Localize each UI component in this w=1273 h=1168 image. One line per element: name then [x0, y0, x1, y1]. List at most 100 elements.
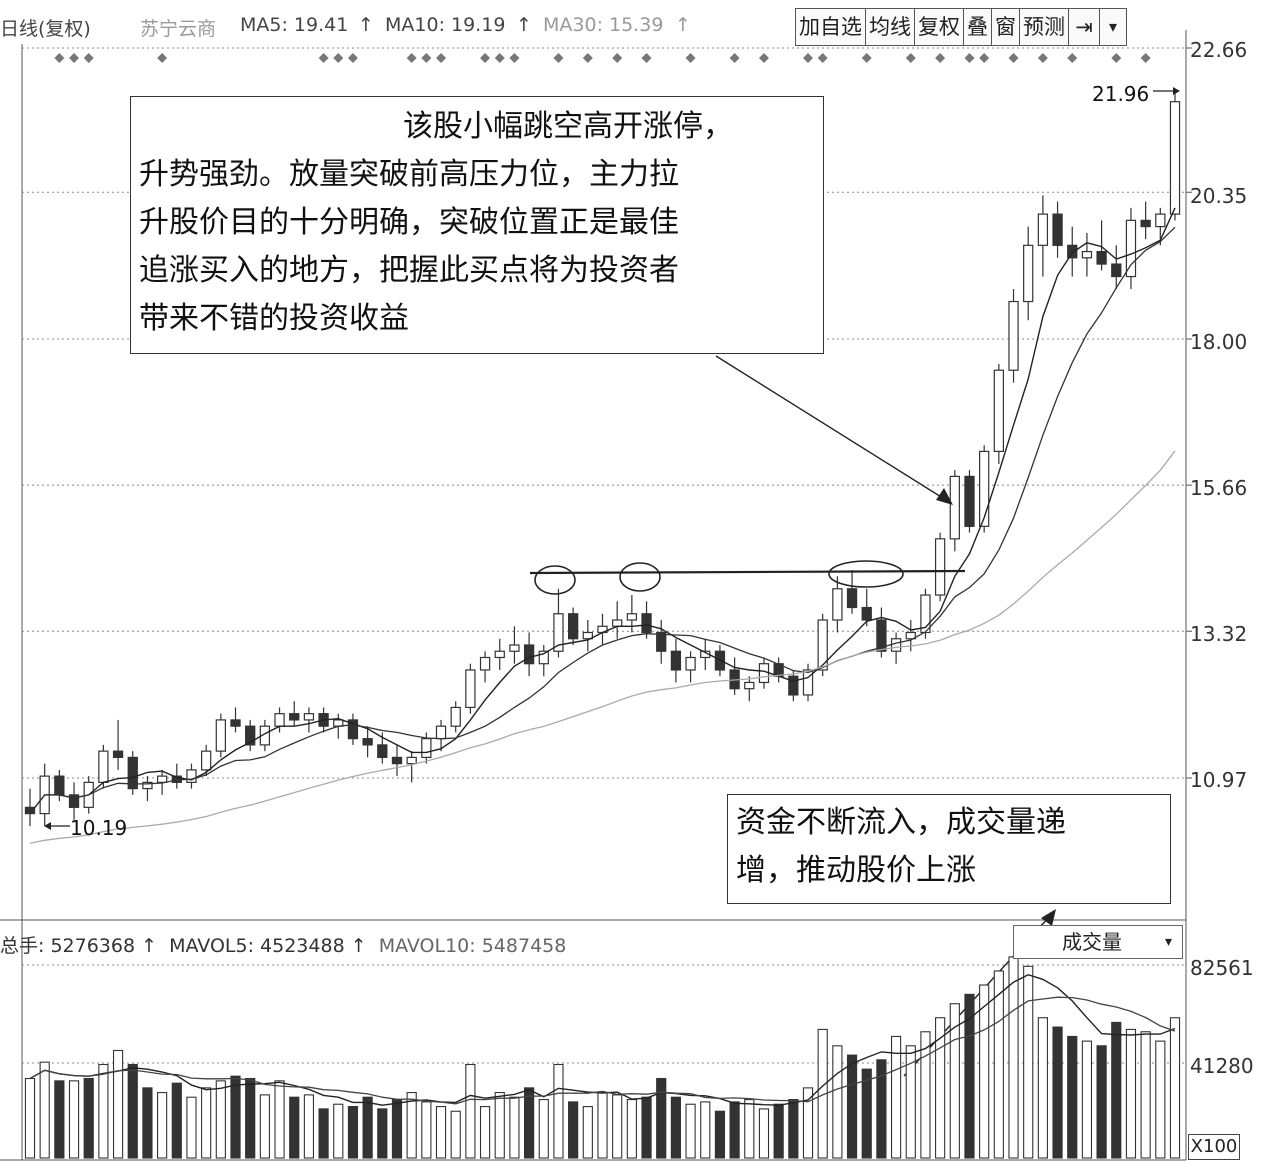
volume-bar	[274, 1080, 285, 1159]
signal-diamond-icon	[612, 53, 623, 63]
candle	[788, 675, 799, 696]
high-marker-ellipse	[828, 560, 904, 588]
signal-diamond-icon	[436, 53, 447, 63]
signal-diamond-icon	[1067, 53, 1078, 63]
volume-bar	[979, 984, 990, 1159]
volume-bar	[846, 1054, 858, 1159]
candle	[1067, 244, 1078, 259]
candle	[567, 613, 579, 640]
volume-bar	[259, 1094, 270, 1159]
candle	[186, 769, 197, 783]
note-line: 带来不错的投资收益	[139, 301, 409, 336]
signal-diamond-icon	[935, 53, 946, 63]
candle	[964, 475, 975, 527]
total-arrow-icon: ↑	[141, 935, 158, 957]
candle	[494, 650, 505, 659]
volume-bar	[1125, 1028, 1137, 1159]
volume-bar	[1052, 1026, 1063, 1159]
volume-bar	[289, 1096, 300, 1159]
volume-bar	[1067, 1035, 1078, 1159]
volume-bar	[626, 1099, 637, 1159]
window-button[interactable]: 窗	[991, 8, 1020, 46]
ma10-line	[29, 226, 1176, 815]
volume-bar	[68, 1080, 80, 1159]
volume-bar	[347, 1106, 359, 1159]
candle	[1140, 219, 1151, 228]
overlay-button[interactable]: 叠	[963, 8, 992, 46]
candle	[979, 450, 990, 527]
candle	[802, 669, 814, 696]
pin-icon[interactable]: ⇥	[1068, 8, 1100, 46]
chevron-down-icon: ▾	[1164, 934, 1172, 950]
volume-bar	[318, 1108, 329, 1159]
candle	[1169, 101, 1181, 215]
volume-bar	[993, 970, 1004, 1159]
volume-bar	[670, 1096, 681, 1159]
volume-bar	[964, 993, 975, 1159]
volume-bar	[157, 1091, 168, 1159]
breakout-annotation: 该股小幅跳空高开涨停， 升势强劲。放量突破前高压力位，主力拉 升股价目的十分明确…	[130, 96, 824, 354]
volume-bar	[186, 1096, 197, 1159]
candle	[744, 681, 755, 690]
candle	[949, 475, 960, 540]
candle	[538, 650, 549, 665]
volume-bar	[112, 1049, 124, 1159]
ma10-value: MA10: 19.19	[385, 14, 506, 36]
candle	[333, 719, 344, 727]
volume-bar	[465, 1063, 476, 1159]
signal-diamond-icon	[157, 53, 168, 63]
candle	[582, 631, 593, 640]
price-tick-18-00: 18.00	[1190, 330, 1248, 354]
note-line: 升势强劲。放量突破前高压力位，主力拉	[139, 157, 679, 192]
volume-bar	[435, 1106, 447, 1159]
volume-bar	[876, 1059, 887, 1159]
price-tick-15-66: 15.66	[1190, 476, 1248, 500]
volume-bar	[479, 1106, 491, 1159]
candle	[934, 538, 946, 596]
candle	[303, 713, 315, 721]
mavol5-arrow-icon: ↑	[350, 935, 367, 957]
volume-bar	[215, 1080, 226, 1159]
mavol5-value: MAVOL5: 4523488	[169, 935, 345, 957]
volume-bar	[245, 1077, 256, 1159]
candle	[758, 663, 770, 684]
ma5-arrow-icon: ↑	[358, 14, 374, 36]
adjust-price-button[interactable]: 复权	[914, 8, 964, 46]
signal-diamond-icon	[685, 53, 696, 63]
chart-toolbar: 加自选 均线 复权 叠 窗 预测 ⇥ ▾	[795, 8, 1127, 46]
note-line: 升股价目的十分明确，突破位置正是最佳	[139, 205, 679, 240]
signal-diamond-icon	[641, 53, 652, 63]
ma30-line	[29, 450, 1176, 844]
period-label[interactable]: 日线(复权)	[0, 18, 91, 40]
volume-bar	[758, 1108, 770, 1159]
signal-diamond-icon	[69, 53, 80, 63]
volume-header: 总手: 5276368 ↑ MAVOL5: 4523488 ↑ MAVOL10:…	[0, 931, 566, 958]
candle	[127, 756, 138, 790]
volume-bar	[494, 1091, 505, 1159]
candle	[230, 719, 241, 727]
predict-button[interactable]: 预测	[1019, 8, 1069, 46]
price-tick-22-66: 22.66	[1190, 38, 1248, 62]
volume-bar	[406, 1091, 417, 1159]
note-line: 资金不断流入，成交量递	[736, 805, 1066, 840]
indicator-selector[interactable]: 成交量 ▾	[1013, 925, 1183, 959]
volume-bar	[230, 1075, 241, 1159]
moving-average-button[interactable]: 均线	[865, 8, 915, 46]
annotation-arrow-icon	[1041, 909, 1056, 926]
candle	[245, 725, 256, 746]
volume-bar	[905, 1045, 916, 1159]
volume-bar	[568, 1101, 579, 1159]
total-volume: 总手: 5276368	[0, 935, 136, 957]
candle	[391, 756, 403, 765]
candle	[905, 631, 916, 640]
add-watchlist-button[interactable]: 加自选	[795, 8, 866, 46]
volume-bar	[656, 1077, 667, 1159]
price-tick-20-35: 20.35	[1190, 184, 1248, 208]
signal-diamond-icon	[406, 53, 417, 63]
volume-bar	[142, 1087, 153, 1159]
candle	[1052, 213, 1063, 246]
menu-dropdown-icon[interactable]: ▾	[1099, 8, 1127, 46]
signal-diamond-icon	[905, 53, 916, 63]
volume-bar	[890, 1035, 902, 1159]
